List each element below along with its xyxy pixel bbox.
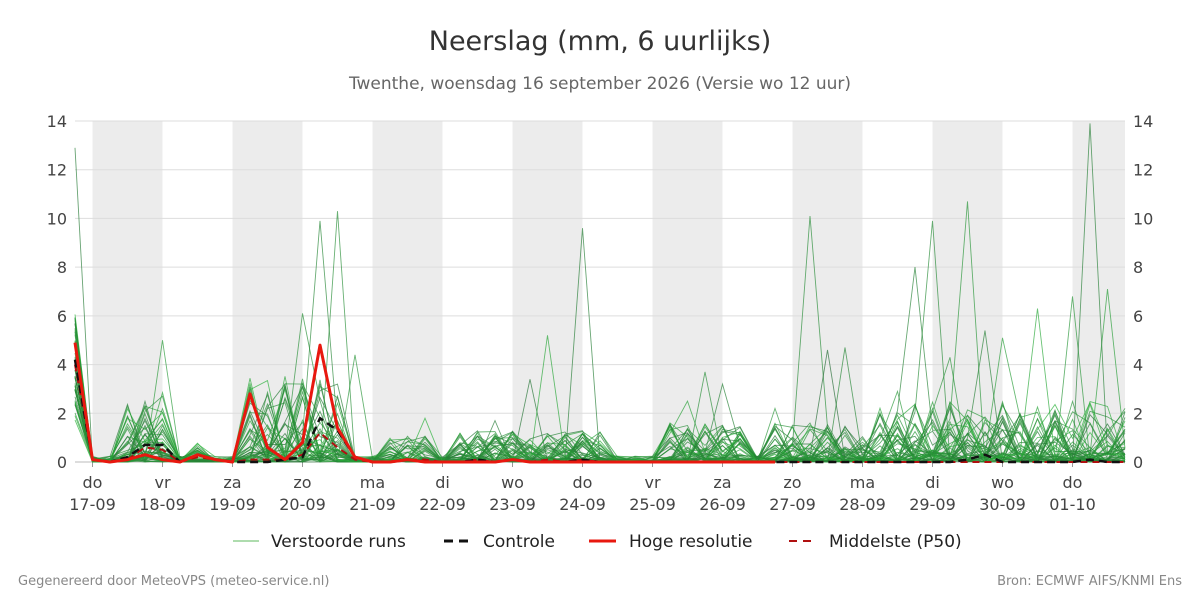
- x-tick-day-18-09: vr: [154, 473, 170, 492]
- y-tick-left-10: 10: [47, 209, 67, 228]
- legend-label-perturbed: Verstoorde runs: [271, 532, 406, 552]
- legend-label-highres: Hoge resolutie: [629, 532, 753, 552]
- x-tick-day-21-09: ma: [360, 473, 385, 492]
- legend-label-control: Controle: [483, 532, 555, 552]
- x-tick-day-24-09: do: [573, 473, 593, 492]
- y-tick-right-4: 4: [1133, 356, 1143, 375]
- shaded-day-21-09: [372, 121, 443, 462]
- x-tick-day-27-09: zo: [783, 473, 801, 492]
- x-tick-date-28-09: 28-09: [839, 495, 886, 514]
- y-tick-labels: 0 0 2 2 4 4 6 6 8 8 10 10 12 12 14 14: [47, 112, 1154, 472]
- x-tick-day-30-09: wo: [991, 473, 1014, 492]
- x-tick-day-28-09: ma: [850, 473, 875, 492]
- x-tick-date-26-09: 26-09: [699, 495, 746, 514]
- y-tick-right-10: 10: [1133, 209, 1153, 228]
- ensemble-run-42: [74, 371, 1126, 463]
- chart-title: Neerslag (mm, 6 uurlijks): [429, 26, 771, 57]
- footer-generated-by: Gegenereerd door MeteoVPS (meteo-service…: [18, 574, 329, 589]
- footer-source: Bron: ECMWF AIFS/KNMI Ens: [997, 574, 1182, 589]
- x-tick-day-23-09: wo: [501, 473, 524, 492]
- legend: Verstoorde runs Controle Hoge resolutie …: [233, 532, 962, 552]
- y-tick-right-0: 0: [1133, 453, 1143, 472]
- legend-label-median: Middelste (P50): [829, 532, 962, 552]
- x-tick-date-25-09: 25-09: [629, 495, 676, 514]
- x-tick-labels: do 17-09 vr 18-09 za 19-09 zo 20-09 ma 21-09 di 22-…: [69, 462, 1096, 514]
- y-tick-right-14: 14: [1133, 112, 1153, 131]
- y-tick-left-12: 12: [47, 161, 67, 180]
- y-tick-left-8: 8: [57, 258, 67, 277]
- x-tick-date-21-09: 21-09: [349, 495, 396, 514]
- day-shading: [92, 121, 1125, 462]
- x-tick-date-22-09: 22-09: [419, 495, 466, 514]
- y-tick-right-2: 2: [1133, 404, 1143, 423]
- y-tick-right-6: 6: [1133, 307, 1143, 326]
- y-tick-right-12: 12: [1133, 161, 1153, 180]
- ensemble-run-41: [74, 267, 1126, 463]
- ensemble-run-50: [74, 383, 1126, 463]
- ensemble-run-40: [74, 296, 1126, 464]
- x-tick-date-23-09: 23-09: [489, 495, 536, 514]
- x-tick-date-19-09: 19-09: [209, 495, 256, 514]
- y-tick-left-4: 4: [57, 356, 67, 375]
- series-line-hoge-resolutie: [73, 342, 775, 464]
- y-tick-right-8: 8: [1133, 258, 1143, 277]
- x-tick-date-20-09: 20-09: [279, 495, 326, 514]
- x-tick-date-30-09: 30-09: [979, 495, 1026, 514]
- x-tick-date-29-09: 29-09: [909, 495, 956, 514]
- x-tick-date-27-09: 27-09: [769, 495, 816, 514]
- x-tick-date-18-09: 18-09: [139, 495, 186, 514]
- x-tick-day-20-09: zo: [293, 473, 311, 492]
- x-tick-day-19-09: za: [223, 473, 241, 492]
- y-tick-left-14: 14: [47, 112, 67, 131]
- x-tick-day-26-09: za: [713, 473, 731, 492]
- ensemble-run-10: [74, 340, 1126, 464]
- shaded-day-25-09: [652, 121, 723, 462]
- x-tick-date-24-09: 24-09: [559, 495, 606, 514]
- shaded-day-29-09: [932, 121, 1003, 462]
- x-tick-day-17-09: do: [83, 473, 103, 492]
- y-tick-left-2: 2: [57, 404, 67, 423]
- y-tick-left-0: 0: [57, 453, 67, 472]
- shaded-day-27-09: [792, 121, 863, 462]
- x-tick-date-01-10: 01-10: [1049, 495, 1096, 514]
- x-tick-day-01-10: do: [1063, 473, 1083, 492]
- main-series: [73, 342, 1125, 464]
- x-tick-date-17-09: 17-09: [69, 495, 116, 514]
- x-tick-day-29-09: di: [925, 473, 940, 492]
- plot-area: [73, 123, 1126, 464]
- ensemble-runs: [74, 123, 1126, 464]
- x-tick-day-25-09: vr: [644, 473, 660, 492]
- chart-subtitle: Twenthe, woensdag 16 september 2026 (Ver…: [348, 74, 851, 94]
- y-tick-left-6: 6: [57, 307, 67, 326]
- x-tick-day-22-09: di: [435, 473, 450, 492]
